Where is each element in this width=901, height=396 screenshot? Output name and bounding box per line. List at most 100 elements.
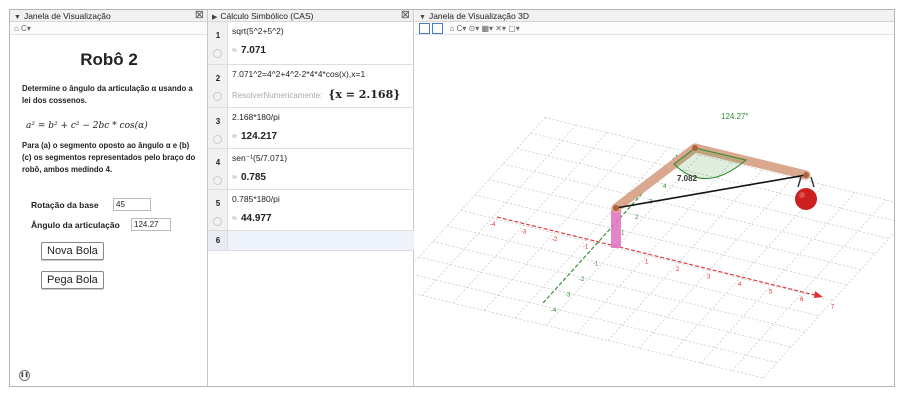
cas-row[interactable]: 3 2.168*180/pi ≈124.217 bbox=[208, 108, 414, 149]
row-input[interactable]: 0.785*180/pi bbox=[232, 194, 280, 204]
row-input[interactable]: sen⁻¹(5/7.071) bbox=[232, 153, 288, 163]
x-tick-label: 3 bbox=[707, 275, 711, 281]
x-axis bbox=[496, 216, 824, 298]
x-axis-ticks: -4 -3 -2 -1 1 2 3 4 5 6 7 bbox=[490, 222, 835, 311]
y-tick-label: 2 bbox=[635, 215, 639, 221]
grid-line bbox=[731, 199, 887, 371]
row-input[interactable]: sqrt(5^2+5^2) bbox=[232, 26, 284, 36]
row-input[interactable]: 7.071^2=4^2+4^2-2*4*4*cos(x),x=1 bbox=[232, 69, 366, 79]
robot-claw bbox=[797, 176, 815, 188]
grid-line bbox=[421, 124, 577, 296]
cas-title: Cálculo Simbólico (CAS) bbox=[220, 11, 314, 21]
y-tick-label: 1 bbox=[621, 231, 625, 237]
x-tick-label: 4 bbox=[738, 282, 742, 288]
grid-line bbox=[669, 184, 825, 356]
row-number: 3 bbox=[208, 108, 228, 148]
y-tick-label: -3 bbox=[565, 293, 571, 299]
distance-segment[interactable] bbox=[615, 174, 807, 209]
x-axis-arrow-icon bbox=[814, 291, 823, 298]
collapse-triangle-icon[interactable]: ▼ bbox=[419, 14, 426, 21]
3d-view-toolbar[interactable]: ⌂ C▾ ⊙▾ ▦▾ ✕▾ ▢▾ bbox=[415, 22, 894, 35]
cas-row[interactable]: 4 sen⁻¹(5/7.071) ≈0.785 bbox=[208, 149, 414, 190]
base-rotation-input[interactable]: 45 bbox=[113, 198, 151, 211]
row-output: ≈44.977 bbox=[232, 213, 272, 224]
x-tick-label: -3 bbox=[521, 230, 527, 236]
grid-line bbox=[576, 162, 732, 334]
grid-line bbox=[446, 225, 820, 317]
new-ball-button[interactable]: Nova Bola bbox=[41, 242, 104, 260]
row-marker-icon bbox=[213, 49, 222, 58]
row-output: ≈7.071 bbox=[232, 45, 266, 56]
3d-view-panel: ▼ Janela de Visualização 3D ⌂ C▾ ⊙▾ ▦▾ ✕▾… bbox=[415, 10, 895, 386]
y-tick-label: -4 bbox=[551, 308, 557, 314]
page-title: Robô 2 bbox=[80, 50, 138, 69]
row-marker-icon bbox=[213, 92, 222, 101]
grid-line bbox=[700, 192, 856, 364]
joint-angle-input[interactable]: 124.27 bbox=[131, 218, 171, 231]
joint-point[interactable] bbox=[613, 205, 619, 211]
row-marker-icon bbox=[213, 135, 222, 144]
graphics-view-panel: ▼ Janela de Visualização ⊠ ⌂ C▾ Robô 2 De… bbox=[10, 10, 208, 386]
graphics-view-header[interactable]: ▼ Janela de Visualização ⊠ bbox=[10, 10, 207, 22]
y-tick-label: -2 bbox=[579, 277, 585, 283]
3d-view-header[interactable]: ▼ Janela de Visualização 3D bbox=[415, 10, 894, 22]
row-number: 6 bbox=[208, 231, 228, 250]
cas-row[interactable]: 1 sqrt(5^2+5^2) ≈7.071 bbox=[208, 22, 414, 65]
y-tick-label: 4 bbox=[663, 184, 667, 190]
ball-highlight bbox=[799, 192, 805, 198]
view-mode-icon[interactable] bbox=[432, 23, 444, 35]
row-input[interactable]: 2.168*180/pi bbox=[232, 112, 280, 122]
graphics-view-title: Janela de Visualização bbox=[23, 11, 111, 21]
expand-triangle-icon[interactable]: ▶ bbox=[212, 14, 218, 21]
angle-label: 124.27° bbox=[721, 112, 749, 121]
cas-row-empty[interactable]: 6 bbox=[208, 231, 414, 251]
cas-row[interactable]: 2 7.071^2=4^2+4^2-2*4*4*cos(x),x=1 Resol… bbox=[208, 65, 414, 108]
x-tick-label: 1 bbox=[645, 260, 649, 266]
cas-header[interactable]: ▶ Cálculo Simbólico (CAS) ⊠ bbox=[208, 10, 413, 22]
row-output: ≈0.785 bbox=[232, 172, 266, 183]
instructions-text: Determine o ângulo da articulação α usan… bbox=[22, 84, 193, 105]
grid-line bbox=[415, 293, 764, 379]
grid-line bbox=[432, 241, 806, 332]
close-icon[interactable]: ⊠ bbox=[194, 9, 204, 21]
x-tick-label: 6 bbox=[800, 297, 804, 303]
segment-description: Para (a) o segmento oposto ao ângulo α e… bbox=[22, 141, 196, 174]
view-mode-icon[interactable] bbox=[419, 23, 430, 35]
3d-scene[interactable]: -4 -3 -2 -1 1 2 3 4 5 6 7 -4 -3 -2 -1 1 2 3 4 124.27° 7.0… bbox=[415, 35, 895, 385]
base-rotation-label: Rotação da base bbox=[31, 200, 99, 210]
row-marker-icon bbox=[213, 217, 222, 226]
x-tick-label: -1 bbox=[583, 245, 589, 251]
close-icon[interactable]: ⊠ bbox=[400, 9, 410, 21]
cas-panel: ▶ Cálculo Simbólico (CAS) ⊠ 1 sqrt(5^2+5^… bbox=[208, 10, 414, 386]
grid-lines bbox=[415, 117, 895, 379]
toolbar-icons[interactable]: ⌂ C▾ ⊙▾ ▦▾ ✕▾ ▢▾ bbox=[449, 24, 520, 33]
segment-length-label: 7.082 bbox=[677, 174, 698, 183]
row-output: ResolverNumericamente: {x = 2.168} bbox=[232, 88, 401, 101]
ball[interactable] bbox=[795, 188, 817, 210]
robot-base[interactable] bbox=[611, 210, 621, 248]
graphics-view-toolbar[interactable]: ⌂ C▾ bbox=[10, 22, 207, 35]
grid-line bbox=[415, 117, 546, 262]
collapse-triangle-icon[interactable]: ▼ bbox=[14, 14, 21, 21]
row-marker-icon bbox=[213, 176, 222, 185]
joint-point[interactable] bbox=[803, 172, 809, 178]
pause-icon[interactable]: ❚❚ bbox=[19, 370, 30, 381]
x-tick-label: 7 bbox=[831, 305, 835, 311]
grid-line bbox=[514, 147, 670, 319]
grid-line bbox=[415, 274, 778, 363]
cas-row[interactable]: 5 0.785*180/pi ≈44.977 bbox=[208, 190, 414, 231]
row-number: 4 bbox=[208, 149, 228, 189]
toolbar-icons[interactable]: ⌂ C▾ bbox=[14, 24, 31, 33]
law-of-cosines-formula: a² = b² + c² − 2bc * cos(α) bbox=[26, 121, 148, 131]
x-tick-label: 5 bbox=[769, 290, 773, 296]
y-tick-label: -1 bbox=[593, 262, 599, 268]
row-output: ≈124.217 bbox=[232, 131, 278, 142]
joint-point[interactable] bbox=[692, 145, 698, 151]
get-ball-button[interactable]: Pega Bola bbox=[41, 271, 104, 289]
row-number: 1 bbox=[208, 22, 228, 64]
app-window: ▼ Janela de Visualização ⊠ ⌂ C▾ Robô 2 De… bbox=[9, 9, 895, 387]
x-tick-label: -2 bbox=[552, 237, 558, 243]
joint-angle-label: Ângulo da articulação bbox=[31, 220, 120, 230]
y-axis bbox=[542, 154, 678, 304]
